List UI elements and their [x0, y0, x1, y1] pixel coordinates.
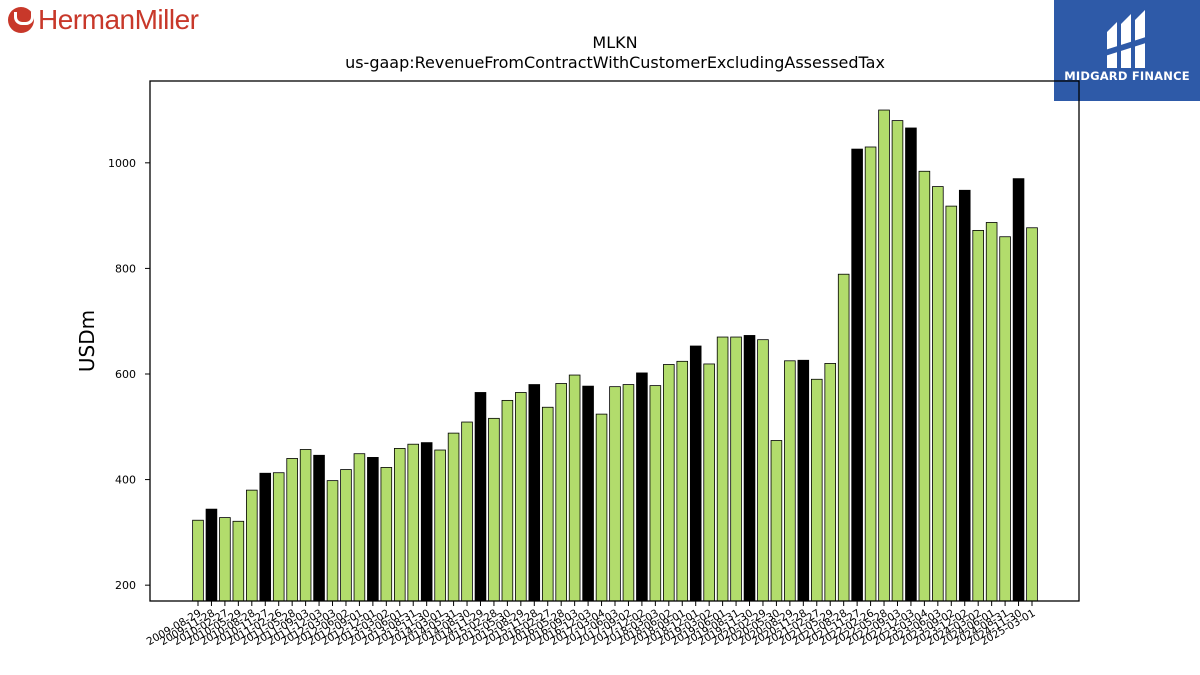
y-tick-label: 600: [115, 368, 136, 381]
bar-2021-02-27: [810, 378, 823, 602]
bar-2010-05-29: [232, 520, 245, 602]
bar-2017-03-04: [595, 413, 608, 602]
bar-2017-12-02: [636, 372, 648, 602]
bar-2023-12-02: [958, 189, 971, 602]
bar-2022-02-26: [864, 146, 877, 602]
bar-2019-03-02: [703, 363, 715, 602]
y-tick-label: 200: [115, 579, 136, 592]
bar-2011-02-26: [272, 472, 285, 602]
bar-2021-11-27: [851, 148, 863, 602]
bar-2012-09-01: [353, 453, 366, 602]
plot-area-frame: [149, 80, 1080, 602]
chart-title: MLKN: [592, 33, 637, 52]
bar-2013-03-02: [380, 467, 393, 602]
herman-miller-logo-icon: [8, 7, 34, 33]
bar-2012-03-03: [326, 480, 339, 602]
bar-2023-09-02: [945, 205, 958, 602]
bar-2022-09-03: [891, 120, 904, 602]
bar-2021-08-28: [837, 273, 850, 602]
bar-2017-06-03: [609, 386, 621, 602]
chart-subtitle: us-gaap:RevenueFromContractWithCustomerE…: [345, 53, 885, 72]
bar-2012-12-01: [367, 457, 379, 602]
y-tick-label: 1000: [108, 157, 136, 170]
bar-2021-05-29: [824, 363, 837, 602]
bar-2013-06-01: [393, 448, 406, 602]
x-axis-ticks: 2009-08-292009-11-282010-02-272010-05-29…: [145, 601, 1038, 648]
herman-miller-logo: HermanMiller: [8, 4, 199, 36]
bar-2024-11-30: [1012, 178, 1025, 602]
bar-2010-11-27: [259, 472, 272, 602]
bar-2018-12-01: [689, 345, 702, 602]
bar-2024-06-01: [985, 222, 998, 602]
bar-2019-11-30: [743, 335, 756, 602]
bar-2009-11-28: [205, 508, 218, 602]
bar-2015-11-28: [528, 384, 541, 602]
bar-2025-03-01: [1026, 227, 1038, 602]
midgard-finance-logo: MIDGARD FINANCE: [1054, 0, 1200, 101]
bar-2019-06-01: [716, 336, 729, 602]
bar-2023-06-03: [932, 186, 944, 602]
bar-2018-06-02: [663, 364, 675, 602]
bar-2013-08-31: [407, 443, 420, 602]
y-axis-label: USDm: [75, 310, 99, 372]
bar-2020-11-28: [797, 359, 810, 602]
bar-2013-11-30: [420, 442, 433, 602]
bar-2016-12-03: [582, 385, 594, 602]
bar-2011-09-03: [299, 449, 312, 602]
herman-miller-logo-text: HermanMiller: [38, 4, 199, 35]
bar-2018-03-03: [649, 385, 662, 602]
midgard-mark-icon: [1105, 10, 1149, 68]
bar-2022-05-28: [878, 109, 890, 602]
bar-2014-05-31: [447, 432, 460, 602]
bar-2017-09-02: [622, 384, 635, 602]
bar-2011-05-28: [286, 458, 298, 602]
bar-2014-11-29: [474, 392, 487, 602]
bar-2024-08-31: [999, 236, 1011, 602]
bar-2012-06-02: [340, 469, 352, 602]
y-axis-ticks: 200 400 600 800 1000: [108, 157, 150, 592]
bar-2009-08-29: [192, 519, 204, 602]
bar-2015-02-28: [488, 417, 500, 602]
bar-2016-09-03: [568, 374, 581, 602]
bar-2022-12-03: [905, 127, 917, 602]
bar-2024-03-02: [972, 229, 984, 602]
bar-2016-02-27: [541, 406, 554, 602]
bar-2010-02-27: [219, 517, 231, 602]
bar-2020-02-29: [757, 339, 769, 602]
bar-2016-05-28: [555, 383, 567, 602]
bar-2010-08-28: [246, 489, 258, 602]
y-tick-label: 400: [115, 474, 136, 487]
bar-2015-08-29: [515, 392, 527, 602]
y-tick-label: 800: [115, 262, 136, 275]
bar-2023-03-04: [918, 170, 931, 602]
bar-2020-08-29: [784, 360, 796, 602]
midgard-finance-logo-text: MIDGARD FINANCE: [1064, 69, 1190, 83]
bar-2019-08-31: [730, 336, 742, 602]
bar-2014-03-01: [434, 449, 446, 602]
bar-2020-05-30: [770, 440, 783, 602]
bar-2018-09-01: [676, 360, 689, 602]
bar-series: [192, 109, 1038, 602]
bar-2011-12-03: [313, 454, 325, 602]
bar-2014-08-30: [461, 421, 473, 602]
bar-2015-05-30: [501, 399, 514, 602]
